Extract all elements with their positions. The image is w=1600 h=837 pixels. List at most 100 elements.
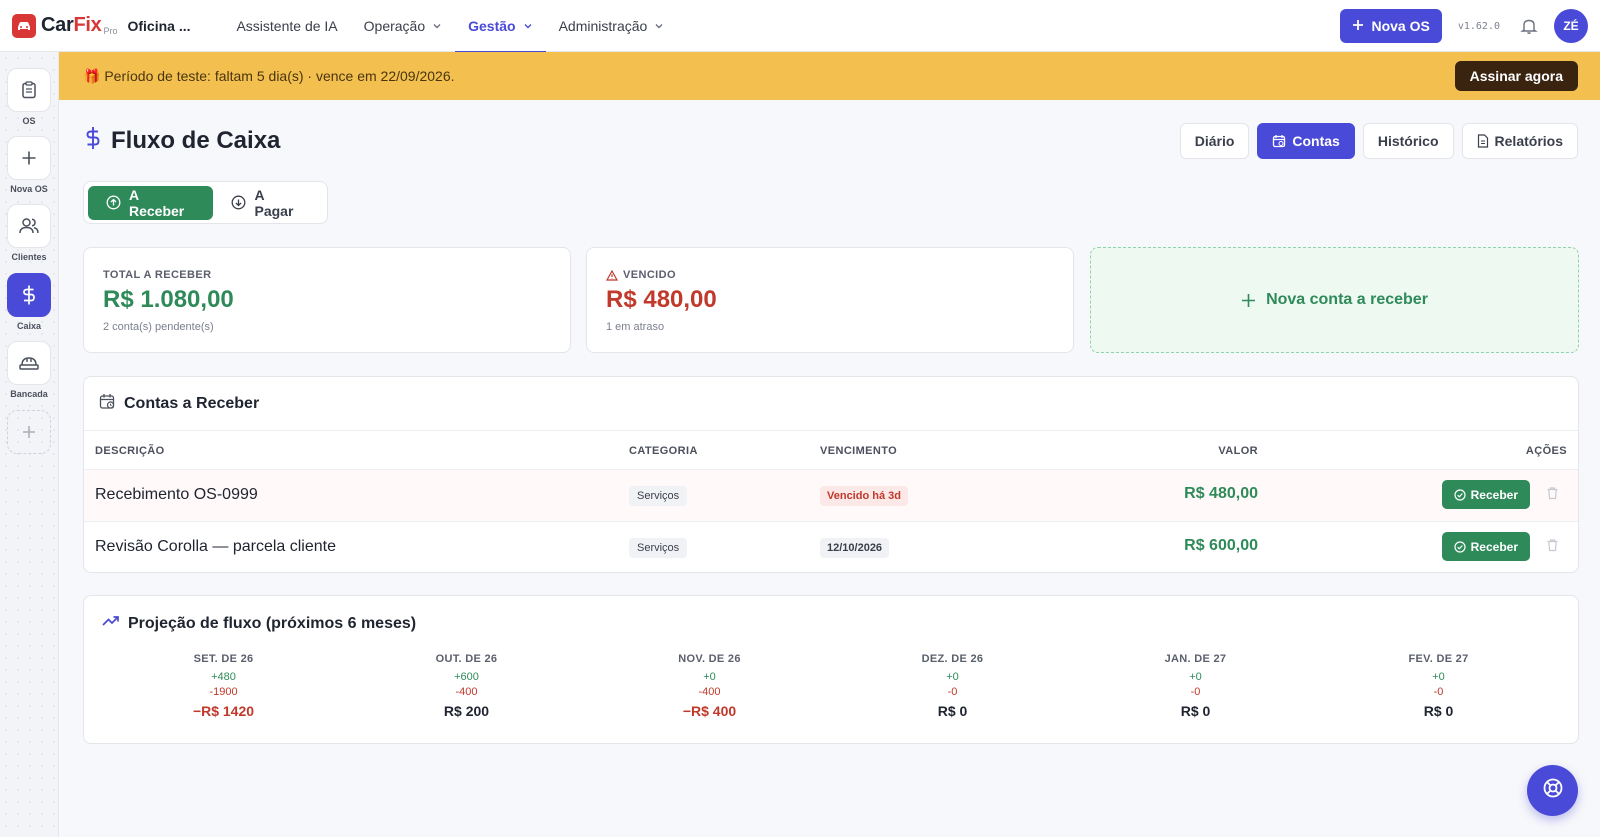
projection-month: SET. DE 26 +480 -1900 −R$ 1420: [102, 653, 345, 719]
projection-header: Projeção de fluxo (próximos 6 meses): [102, 614, 416, 633]
tab-contas[interactable]: Contas: [1257, 123, 1355, 159]
nav-item-label: Gestão: [468, 17, 516, 34]
nav-item-assistente-ia[interactable]: Assistente de IA: [223, 0, 350, 52]
tab-diario[interactable]: Diário: [1179, 123, 1250, 159]
check-circle-icon: [1454, 540, 1466, 553]
toggle-a-receber[interactable]: A Receber: [88, 185, 214, 220]
carfix-logo[interactable]: CarFix Pro: [12, 13, 118, 38]
month-label: SET. DE 26: [193, 653, 254, 665]
sidebar: OS Nova OS Clientes Caixa Bancada: [0, 52, 59, 837]
month-outflow: -400: [698, 686, 721, 698]
chevron-down-icon: [432, 18, 442, 34]
receive-button[interactable]: Receber: [1441, 532, 1530, 561]
projection-month: DEZ. DE 26 +0 -0 R$ 0: [831, 653, 1074, 719]
month-inflow: +0: [1432, 671, 1445, 683]
user-avatar[interactable]: ZÉ: [1554, 9, 1588, 43]
receivable-payable-toggle: A Receber A Pagar: [83, 181, 328, 224]
projection-month: JAN. DE 27 +0 -0 R$ 0: [1074, 653, 1317, 719]
month-inflow: +0: [1189, 671, 1202, 683]
overdue-value: R$ 480,00: [606, 286, 717, 313]
dollar-icon: [7, 273, 51, 317]
bell-icon[interactable]: [1520, 17, 1538, 35]
col-value: VALOR: [1218, 445, 1258, 457]
tab-relatorios[interactable]: Relatórios: [1461, 123, 1578, 159]
help-button[interactable]: [1527, 765, 1578, 816]
nav-item-label: Assistente de IA: [236, 17, 338, 34]
category-badge: Serviços: [629, 486, 688, 506]
month-label: JAN. DE 27: [1164, 653, 1227, 665]
view-tabs: Diário Contas Histórico Relatórios: [1172, 123, 1578, 159]
nav-item-label: Administração: [558, 17, 648, 34]
nav-item-operacao[interactable]: Operação: [351, 0, 455, 52]
sidebar-item-os[interactable]: OS: [7, 68, 51, 126]
tab-label: Contas: [1292, 133, 1340, 149]
sidebar-item-label: Nova OS: [10, 184, 48, 194]
sidebar-item-nova-os[interactable]: Nova OS: [7, 136, 51, 194]
tab-label: Histórico: [1377, 133, 1439, 149]
nav-item-gestao[interactable]: Gestão: [455, 0, 547, 53]
month-label: OUT. DE 26: [435, 653, 498, 665]
receive-button[interactable]: Receber: [1441, 480, 1530, 509]
sidebar-item-label: OS: [22, 116, 36, 126]
month-label: FEV. DE 27: [1408, 653, 1469, 665]
receivables-panel: Contas a Receber DESCRIÇÃO CATEGORIA VEN…: [83, 376, 1579, 573]
sidebar-item-clientes[interactable]: Clientes: [7, 204, 51, 262]
col-due: VENCIMENTO: [820, 445, 898, 457]
new-receivable-button[interactable]: Nova conta a receber: [1090, 247, 1579, 353]
overdue-count: 1 em atraso: [606, 321, 665, 333]
new-os-button[interactable]: Nova OS: [1340, 9, 1442, 43]
pending-count: 2 conta(s) pendente(s): [103, 321, 214, 333]
tab-historico[interactable]: Histórico: [1362, 123, 1454, 159]
category-badge: Serviços: [629, 538, 688, 558]
sidebar-add-shortcut[interactable]: [7, 410, 51, 454]
month-label: DEZ. DE 26: [921, 653, 984, 665]
month-balance: −R$ 1420: [192, 703, 255, 719]
sidebar-item-caixa[interactable]: Caixa: [7, 273, 51, 331]
panel-title: Contas a Receber: [124, 394, 260, 412]
month-outflow: -1900: [209, 686, 238, 698]
month-outflow: -400: [455, 686, 478, 698]
calendar-clock-icon: [99, 393, 116, 415]
sidebar-item-label: Caixa: [16, 321, 42, 331]
subscribe-now-button[interactable]: Assinar agora: [1454, 61, 1578, 91]
logo-pro-label: Pro: [103, 25, 118, 36]
sidebar-item-label: Clientes: [11, 252, 47, 262]
row-description: Revisão Corolla — parcela cliente: [95, 538, 336, 555]
toggle-a-pagar[interactable]: A Pagar: [213, 186, 323, 220]
new-receivable-label: Nova conta a receber: [1266, 291, 1428, 308]
sidebar-item-bancada[interactable]: Bancada: [7, 341, 51, 399]
total-receivable-value: R$ 1.080,00: [103, 286, 234, 313]
overdue-badge: Vencido há 3d: [820, 486, 908, 506]
sidebar-item-label: Bancada: [10, 389, 48, 399]
document-icon: [1477, 134, 1489, 148]
calendar-clock-icon: [1272, 134, 1286, 148]
trash-icon[interactable]: [1546, 538, 1559, 552]
nav-item-administracao[interactable]: Administração: [546, 0, 678, 52]
row-value: R$ 600,00: [1184, 537, 1258, 554]
row-description: Recebimento OS-0999: [95, 486, 258, 503]
projection-month: FEV. DE 27 +0 -0 R$ 0: [1317, 653, 1560, 719]
trial-banner-text: 🎁 Período de teste: faltam 5 dia(s) · ve…: [83, 67, 455, 84]
trash-icon[interactable]: [1546, 486, 1559, 500]
plus-icon: [7, 136, 51, 180]
plus-icon: [1241, 293, 1256, 308]
toggle-label: A Receber: [129, 186, 185, 219]
due-date-badge: 12/10/2026: [820, 538, 890, 558]
overdue-card: VENCIDO R$ 480,00 1 em atraso: [586, 247, 1074, 353]
month-balance: R$ 0: [1423, 703, 1454, 719]
shop-name[interactable]: Oficina ...: [127, 17, 191, 34]
table-row: Revisão Corolla — parcela cliente Serviç…: [84, 521, 1578, 572]
page-title: Fluxo de Caixa: [83, 125, 280, 156]
panel-header: Contas a Receber: [84, 377, 1578, 431]
page-title-text: Fluxo de Caixa: [111, 126, 281, 154]
card-label: VENCIDO: [606, 269, 676, 281]
table-header: DESCRIÇÃO CATEGORIA VENCIMENTO VALOR AÇÕ…: [84, 431, 1578, 469]
new-os-label: Nova OS: [1371, 18, 1430, 34]
top-navbar: CarFix Pro Oficina ... Assistente de IA …: [0, 0, 1600, 53]
clipboard-icon: [7, 68, 51, 112]
logo-text: CarFix: [41, 14, 102, 36]
total-receivable-card: TOTAL A RECEBER R$ 1.080,00 2 conta(s) p…: [83, 247, 571, 353]
col-actions: AÇÕES: [1525, 445, 1567, 457]
table-row: Recebimento OS-0999 Serviços Vencido há …: [84, 469, 1578, 521]
nav-item-label: Operação: [363, 17, 426, 34]
